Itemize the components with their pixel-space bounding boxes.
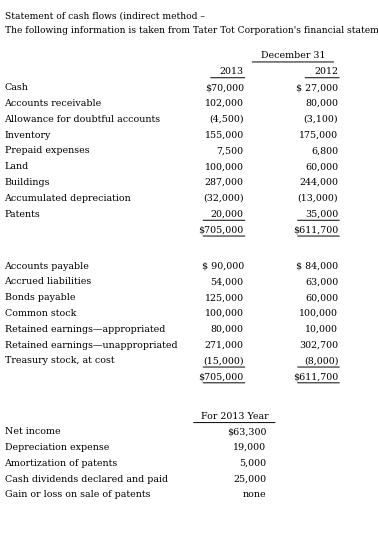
Text: 60,000: 60,000: [305, 293, 338, 302]
Text: 102,000: 102,000: [205, 99, 244, 108]
Text: 2013: 2013: [220, 67, 244, 75]
Text: $611,700: $611,700: [293, 225, 338, 234]
Text: $63,300: $63,300: [227, 427, 266, 437]
Text: none: none: [243, 491, 266, 500]
Text: 19,000: 19,000: [233, 443, 266, 452]
Text: Gain or loss on sale of patents: Gain or loss on sale of patents: [5, 491, 150, 500]
Text: Retained earnings—unappropriated: Retained earnings—unappropriated: [5, 340, 177, 349]
Text: Treasury stock, at cost: Treasury stock, at cost: [5, 356, 114, 365]
Text: 7,500: 7,500: [217, 147, 244, 155]
Text: Accumulated depreciation: Accumulated depreciation: [5, 194, 131, 203]
Text: 100,000: 100,000: [205, 309, 244, 318]
Text: $ 27,000: $ 27,000: [296, 83, 338, 92]
Text: $611,700: $611,700: [293, 372, 338, 381]
Text: (3,100): (3,100): [304, 115, 338, 124]
Text: Patents: Patents: [5, 210, 40, 218]
Text: Allowance for doubtful accounts: Allowance for doubtful accounts: [5, 115, 161, 124]
Text: Bonds payable: Bonds payable: [5, 293, 75, 302]
Text: $ 84,000: $ 84,000: [296, 262, 338, 271]
Text: Retained earnings—appropriated: Retained earnings—appropriated: [5, 325, 165, 334]
Text: Prepaid expenses: Prepaid expenses: [5, 147, 89, 155]
Text: 80,000: 80,000: [305, 99, 338, 108]
Text: 80,000: 80,000: [211, 325, 244, 334]
Text: Accrued liabilities: Accrued liabilities: [5, 277, 92, 286]
Text: (15,000): (15,000): [203, 356, 244, 365]
Text: 125,000: 125,000: [204, 293, 244, 302]
Text: $705,000: $705,000: [198, 372, 244, 381]
Text: Cash dividends declared and paid: Cash dividends declared and paid: [5, 475, 168, 484]
Text: Buildings: Buildings: [5, 178, 50, 187]
Text: $705,000: $705,000: [198, 225, 244, 234]
Text: 2012: 2012: [314, 67, 338, 75]
Text: Accounts receivable: Accounts receivable: [5, 99, 102, 108]
Text: 63,000: 63,000: [305, 277, 338, 286]
Text: Depreciation expense: Depreciation expense: [5, 443, 109, 452]
Text: Amortization of patents: Amortization of patents: [5, 459, 118, 468]
Text: (4,500): (4,500): [209, 115, 244, 124]
Text: For 2013 Year: For 2013 Year: [201, 411, 268, 421]
Text: 271,000: 271,000: [205, 340, 244, 349]
Text: December 31: December 31: [261, 51, 325, 60]
Text: 20,000: 20,000: [211, 210, 244, 218]
Text: 100,000: 100,000: [205, 162, 244, 171]
Text: Statement of cash flows (indirect method –: Statement of cash flows (indirect method…: [5, 12, 204, 21]
Text: Cash: Cash: [5, 83, 28, 92]
Text: 287,000: 287,000: [205, 178, 244, 187]
Text: Accounts payable: Accounts payable: [5, 262, 90, 271]
Text: Common stock: Common stock: [5, 309, 76, 318]
Text: 155,000: 155,000: [204, 131, 244, 140]
Text: Inventory: Inventory: [5, 131, 51, 140]
Text: 25,000: 25,000: [233, 475, 266, 484]
Text: 6,800: 6,800: [311, 147, 338, 155]
Text: 10,000: 10,000: [305, 325, 338, 334]
Text: 100,000: 100,000: [299, 309, 338, 318]
Text: Land: Land: [5, 162, 29, 171]
Text: (13,000): (13,000): [298, 194, 338, 203]
Text: $ 90,000: $ 90,000: [201, 262, 244, 271]
Text: 302,700: 302,700: [299, 340, 338, 349]
Text: (32,000): (32,000): [203, 194, 244, 203]
Text: 54,000: 54,000: [211, 277, 244, 286]
Text: Net income: Net income: [5, 427, 60, 437]
Text: 35,000: 35,000: [305, 210, 338, 218]
Text: 175,000: 175,000: [299, 131, 338, 140]
Text: 60,000: 60,000: [305, 162, 338, 171]
Text: 5,000: 5,000: [239, 459, 266, 468]
Text: The following information is taken from Tater Tot Corporation's financial statem: The following information is taken from …: [5, 26, 378, 35]
Text: $70,000: $70,000: [204, 83, 244, 92]
Text: 244,000: 244,000: [299, 178, 338, 187]
Text: (8,000): (8,000): [304, 356, 338, 365]
